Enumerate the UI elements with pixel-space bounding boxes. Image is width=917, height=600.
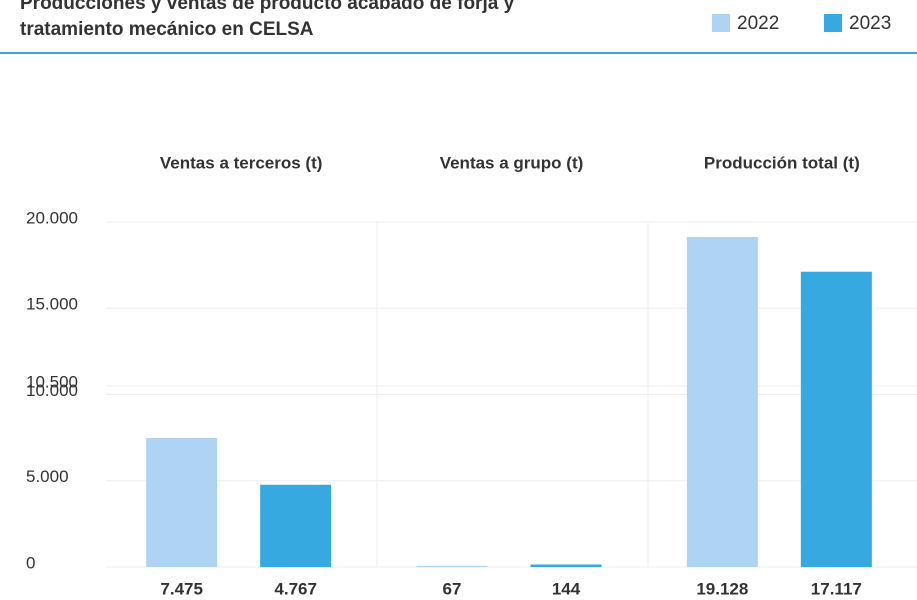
value-label: 67 — [443, 579, 462, 598]
bar — [530, 564, 602, 567]
bar — [260, 484, 332, 567]
panel-title: Ventas a grupo (t) — [440, 153, 584, 172]
y-tick-label: 0 — [26, 553, 35, 572]
bar — [800, 271, 872, 567]
value-label: 17.117 — [811, 579, 862, 598]
y-tick-label: 10.500 — [26, 372, 78, 391]
y-tick-label: 15.000 — [26, 295, 78, 314]
legend-swatch — [712, 14, 730, 32]
value-label: 4.767 — [274, 579, 317, 598]
bar — [416, 565, 488, 567]
legend-swatch — [824, 14, 842, 32]
panel-title: Ventas a terceros (t) — [160, 153, 323, 172]
y-tick-label: 20.000 — [26, 208, 78, 227]
value-label: 144 — [552, 579, 581, 598]
value-label: 7.475 — [160, 579, 203, 598]
bar — [686, 237, 758, 568]
chart-title: Producciones y ventas de producto acabad… — [20, 0, 515, 40]
panel-title: Producción total (t) — [704, 153, 860, 172]
bar — [146, 438, 218, 567]
legend-label: 2023 — [849, 13, 891, 34]
y-tick-label: 5.000 — [26, 467, 69, 486]
legend-label: 2022 — [737, 13, 779, 34]
value-label: 19.128 — [696, 579, 748, 598]
y-tick-label: 10.000 — [26, 381, 78, 400]
